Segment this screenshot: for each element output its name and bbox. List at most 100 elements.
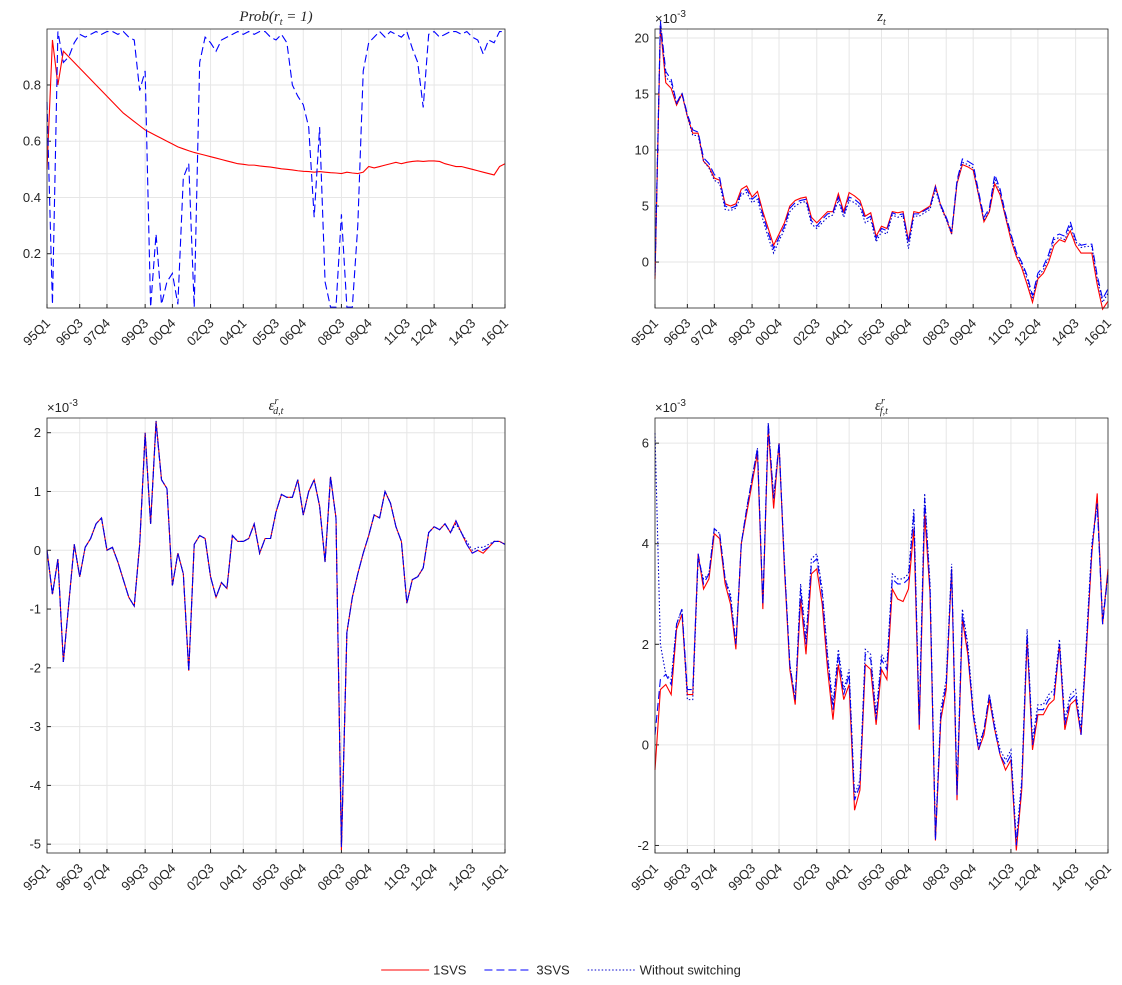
y-tick-label: 0.4 <box>23 190 41 205</box>
x-tick-label: 96Q3 <box>660 316 693 349</box>
x-tick-label: 12Q4 <box>407 316 440 349</box>
multiplier-base: ×10 <box>655 11 677 26</box>
title-sup: r <box>881 396 885 407</box>
axes-frame <box>46 417 506 854</box>
x-tick-label: 06Q4 <box>276 316 309 349</box>
y-tick-label: 4 <box>642 536 649 551</box>
x-tick-label: 06Q4 <box>881 861 914 894</box>
x-tick-label: 14Q3 <box>445 861 478 894</box>
x-tick-label: 11Q3 <box>985 861 1017 893</box>
x-tick-label: 06Q4 <box>881 316 914 349</box>
series-line <box>46 30 505 308</box>
x-tick-label: 04Q1 <box>216 316 249 349</box>
x-tick-label: 99Q3 <box>725 316 758 349</box>
x-tick-label: 12Q4 <box>1011 316 1044 349</box>
legend-label: 3SVS <box>536 963 570 978</box>
title-main: ε <box>269 398 275 414</box>
chart-title: zt <box>876 9 886 28</box>
legend-label: Without switching <box>640 963 741 978</box>
axis-multiplier: ×10-3 <box>655 398 686 415</box>
x-tick-label: 04Q1 <box>822 861 855 894</box>
axis-multiplier: ×10-3 <box>47 398 78 415</box>
x-tick-label: 08Q3 <box>314 861 347 894</box>
axes-frame <box>46 28 506 309</box>
title-main: z <box>876 9 883 25</box>
title-sub: d,t <box>273 406 284 417</box>
axes-frame <box>654 28 1109 309</box>
multiplier-base: ×10 <box>47 400 69 415</box>
x-tick-label: 00Q4 <box>145 861 178 894</box>
y-tick-label: 6 <box>642 436 649 451</box>
series-line <box>654 26 1109 311</box>
x-tick-label: 11Q3 <box>381 316 413 348</box>
title-sub: f,t <box>880 406 888 417</box>
y-tick-label: 1 <box>34 484 41 499</box>
axes-frame <box>654 417 1109 854</box>
y-tick-label: 0.8 <box>23 77 41 92</box>
x-tick-label: 96Q3 <box>660 861 693 894</box>
title-main: Prob(r <box>238 9 279 25</box>
x-tick-label: 95Q1 <box>20 861 53 894</box>
y-tick-label: 0 <box>642 255 649 270</box>
x-tick-label: 12Q4 <box>407 861 440 894</box>
x-tick-label: 06Q4 <box>276 861 309 894</box>
y-tick-label: -4 <box>29 778 41 793</box>
series-line <box>654 21 1109 301</box>
chart-title: Prob(rt = 1) <box>238 9 312 28</box>
x-tick-label: 12Q4 <box>1011 861 1044 894</box>
series-line <box>46 39 506 176</box>
chart-title: εr d,t <box>269 396 284 417</box>
x-tick-label: 99Q3 <box>118 861 151 894</box>
x-tick-label: 00Q4 <box>752 861 785 894</box>
title-sub: t <box>883 17 886 28</box>
x-tick-label: 02Q3 <box>790 316 823 349</box>
x-tick-label: 05Q3 <box>249 861 282 894</box>
x-tick-label: 02Q3 <box>184 316 217 349</box>
axis-multiplier: ×10-3 <box>655 9 686 26</box>
x-tick-label: 14Q3 <box>1049 861 1082 894</box>
title-sup: r <box>275 396 279 407</box>
x-tick-label: 11Q3 <box>985 316 1017 348</box>
x-tick-label: 09Q4 <box>342 861 375 894</box>
y-tick-label: 0.6 <box>23 134 41 149</box>
series-line <box>654 422 1109 846</box>
y-tick-label: -2 <box>637 838 649 853</box>
x-tick-label: 16Q1 <box>1081 861 1114 894</box>
x-tick-label: 96Q3 <box>53 861 86 894</box>
multiplier-exp: -3 <box>677 9 686 20</box>
x-tick-label: 00Q4 <box>145 316 178 349</box>
legend: 1SVS 3SVS Without switching <box>381 963 741 978</box>
x-tick-label: 08Q3 <box>919 316 952 349</box>
x-tick-label: 09Q4 <box>946 861 979 894</box>
x-tick-label: 95Q1 <box>628 316 661 349</box>
x-tick-label: 16Q1 <box>478 316 511 349</box>
y-tick-label: -5 <box>29 837 41 852</box>
x-tick-label: 97Q4 <box>80 861 113 894</box>
x-tick-label: 14Q3 <box>445 316 478 349</box>
x-tick-label: 11Q3 <box>381 861 413 893</box>
x-tick-label: 04Q1 <box>216 861 249 894</box>
x-tick-label: 04Q1 <box>822 316 855 349</box>
y-tick-label: 20 <box>635 30 649 45</box>
multiplier-exp: -3 <box>69 398 78 409</box>
y-tick-label: 0 <box>34 543 41 558</box>
x-tick-label: 08Q3 <box>919 861 952 894</box>
x-tick-label: 97Q4 <box>80 316 113 349</box>
x-tick-label: 95Q1 <box>628 861 661 894</box>
x-tick-label: 99Q3 <box>725 861 758 894</box>
multiplier-exp: -3 <box>677 398 686 409</box>
y-tick-label: 2 <box>34 425 41 440</box>
x-tick-label: 16Q1 <box>478 861 511 894</box>
x-tick-label: 16Q1 <box>1081 316 1114 349</box>
x-tick-label: 05Q3 <box>855 316 888 349</box>
x-tick-label: 05Q3 <box>249 316 282 349</box>
y-tick-label: 15 <box>635 86 649 101</box>
series-line <box>654 428 1109 851</box>
x-tick-label: 14Q3 <box>1049 316 1082 349</box>
multiplier-base: ×10 <box>655 400 677 415</box>
series-line <box>46 420 506 845</box>
title-main: ε <box>875 398 881 414</box>
x-tick-label: 02Q3 <box>184 861 217 894</box>
y-tick-label: 10 <box>635 143 649 158</box>
